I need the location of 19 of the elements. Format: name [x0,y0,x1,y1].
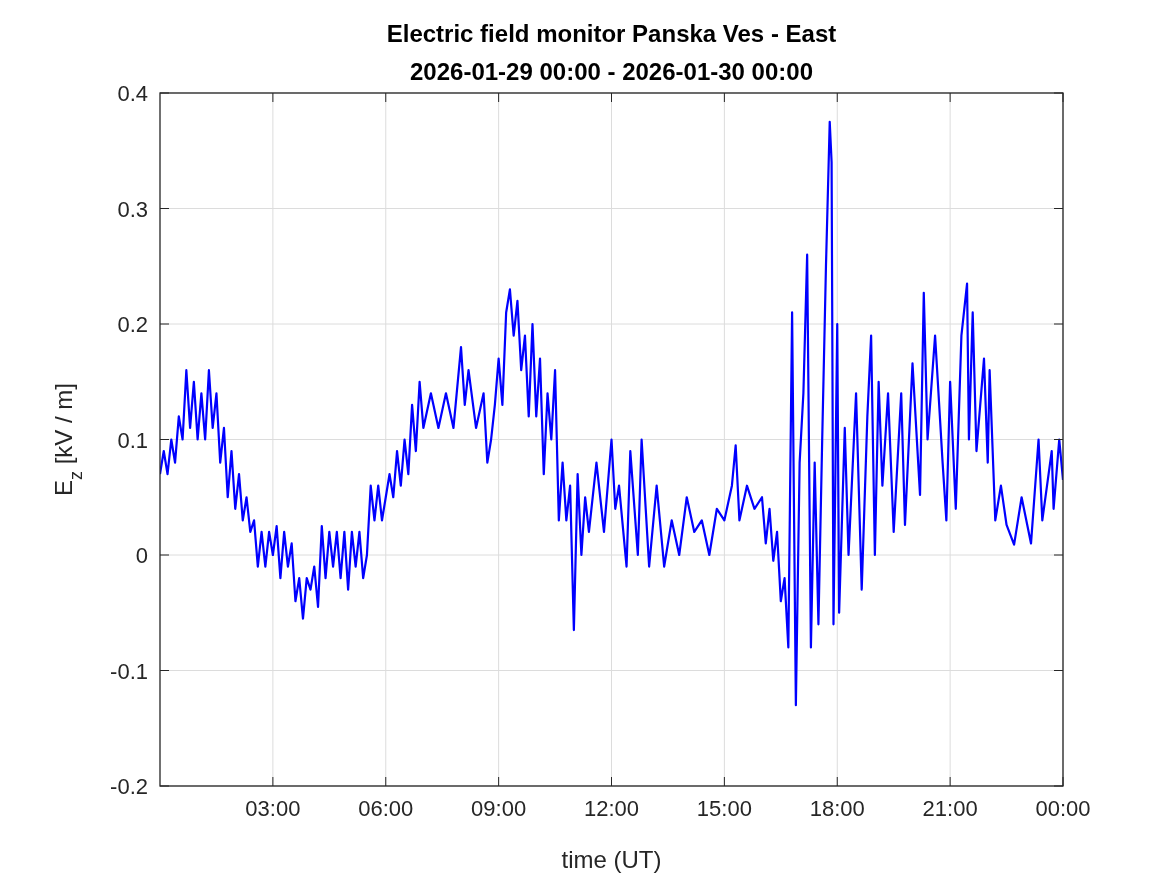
x-tick-label: 03:00 [245,796,301,821]
y-tick-label: 0.3 [117,196,148,222]
x-tick-label: 00:00 [1035,796,1091,821]
x-tick-label: 06:00 [358,796,414,821]
chart-title: Electric field monitor Panska Ves - East [386,20,837,47]
y-tick-label: 0 [135,543,148,568]
x-tick-label: 12:00 [583,796,640,821]
x-tick-label: 21:00 [922,796,978,821]
y-tick-label: -0.1 [110,658,148,684]
x-axis-title: time (UT) [561,846,662,873]
x-tick-label: 18:00 [809,796,865,821]
y-tick-label: 0.1 [117,427,148,453]
y-tick-label: 0.4 [117,81,148,106]
chart-subtitle: 2026-01-29 00:00 - 2026-01-30 00:00 [410,58,813,85]
line-series [160,120,1063,707]
x-tick-label: 15:00 [696,796,752,821]
y-tick-label: 0.2 [117,312,148,337]
y-tick-label: -0.2 [110,774,148,799]
x-tick-label: 09:00 [471,796,527,821]
